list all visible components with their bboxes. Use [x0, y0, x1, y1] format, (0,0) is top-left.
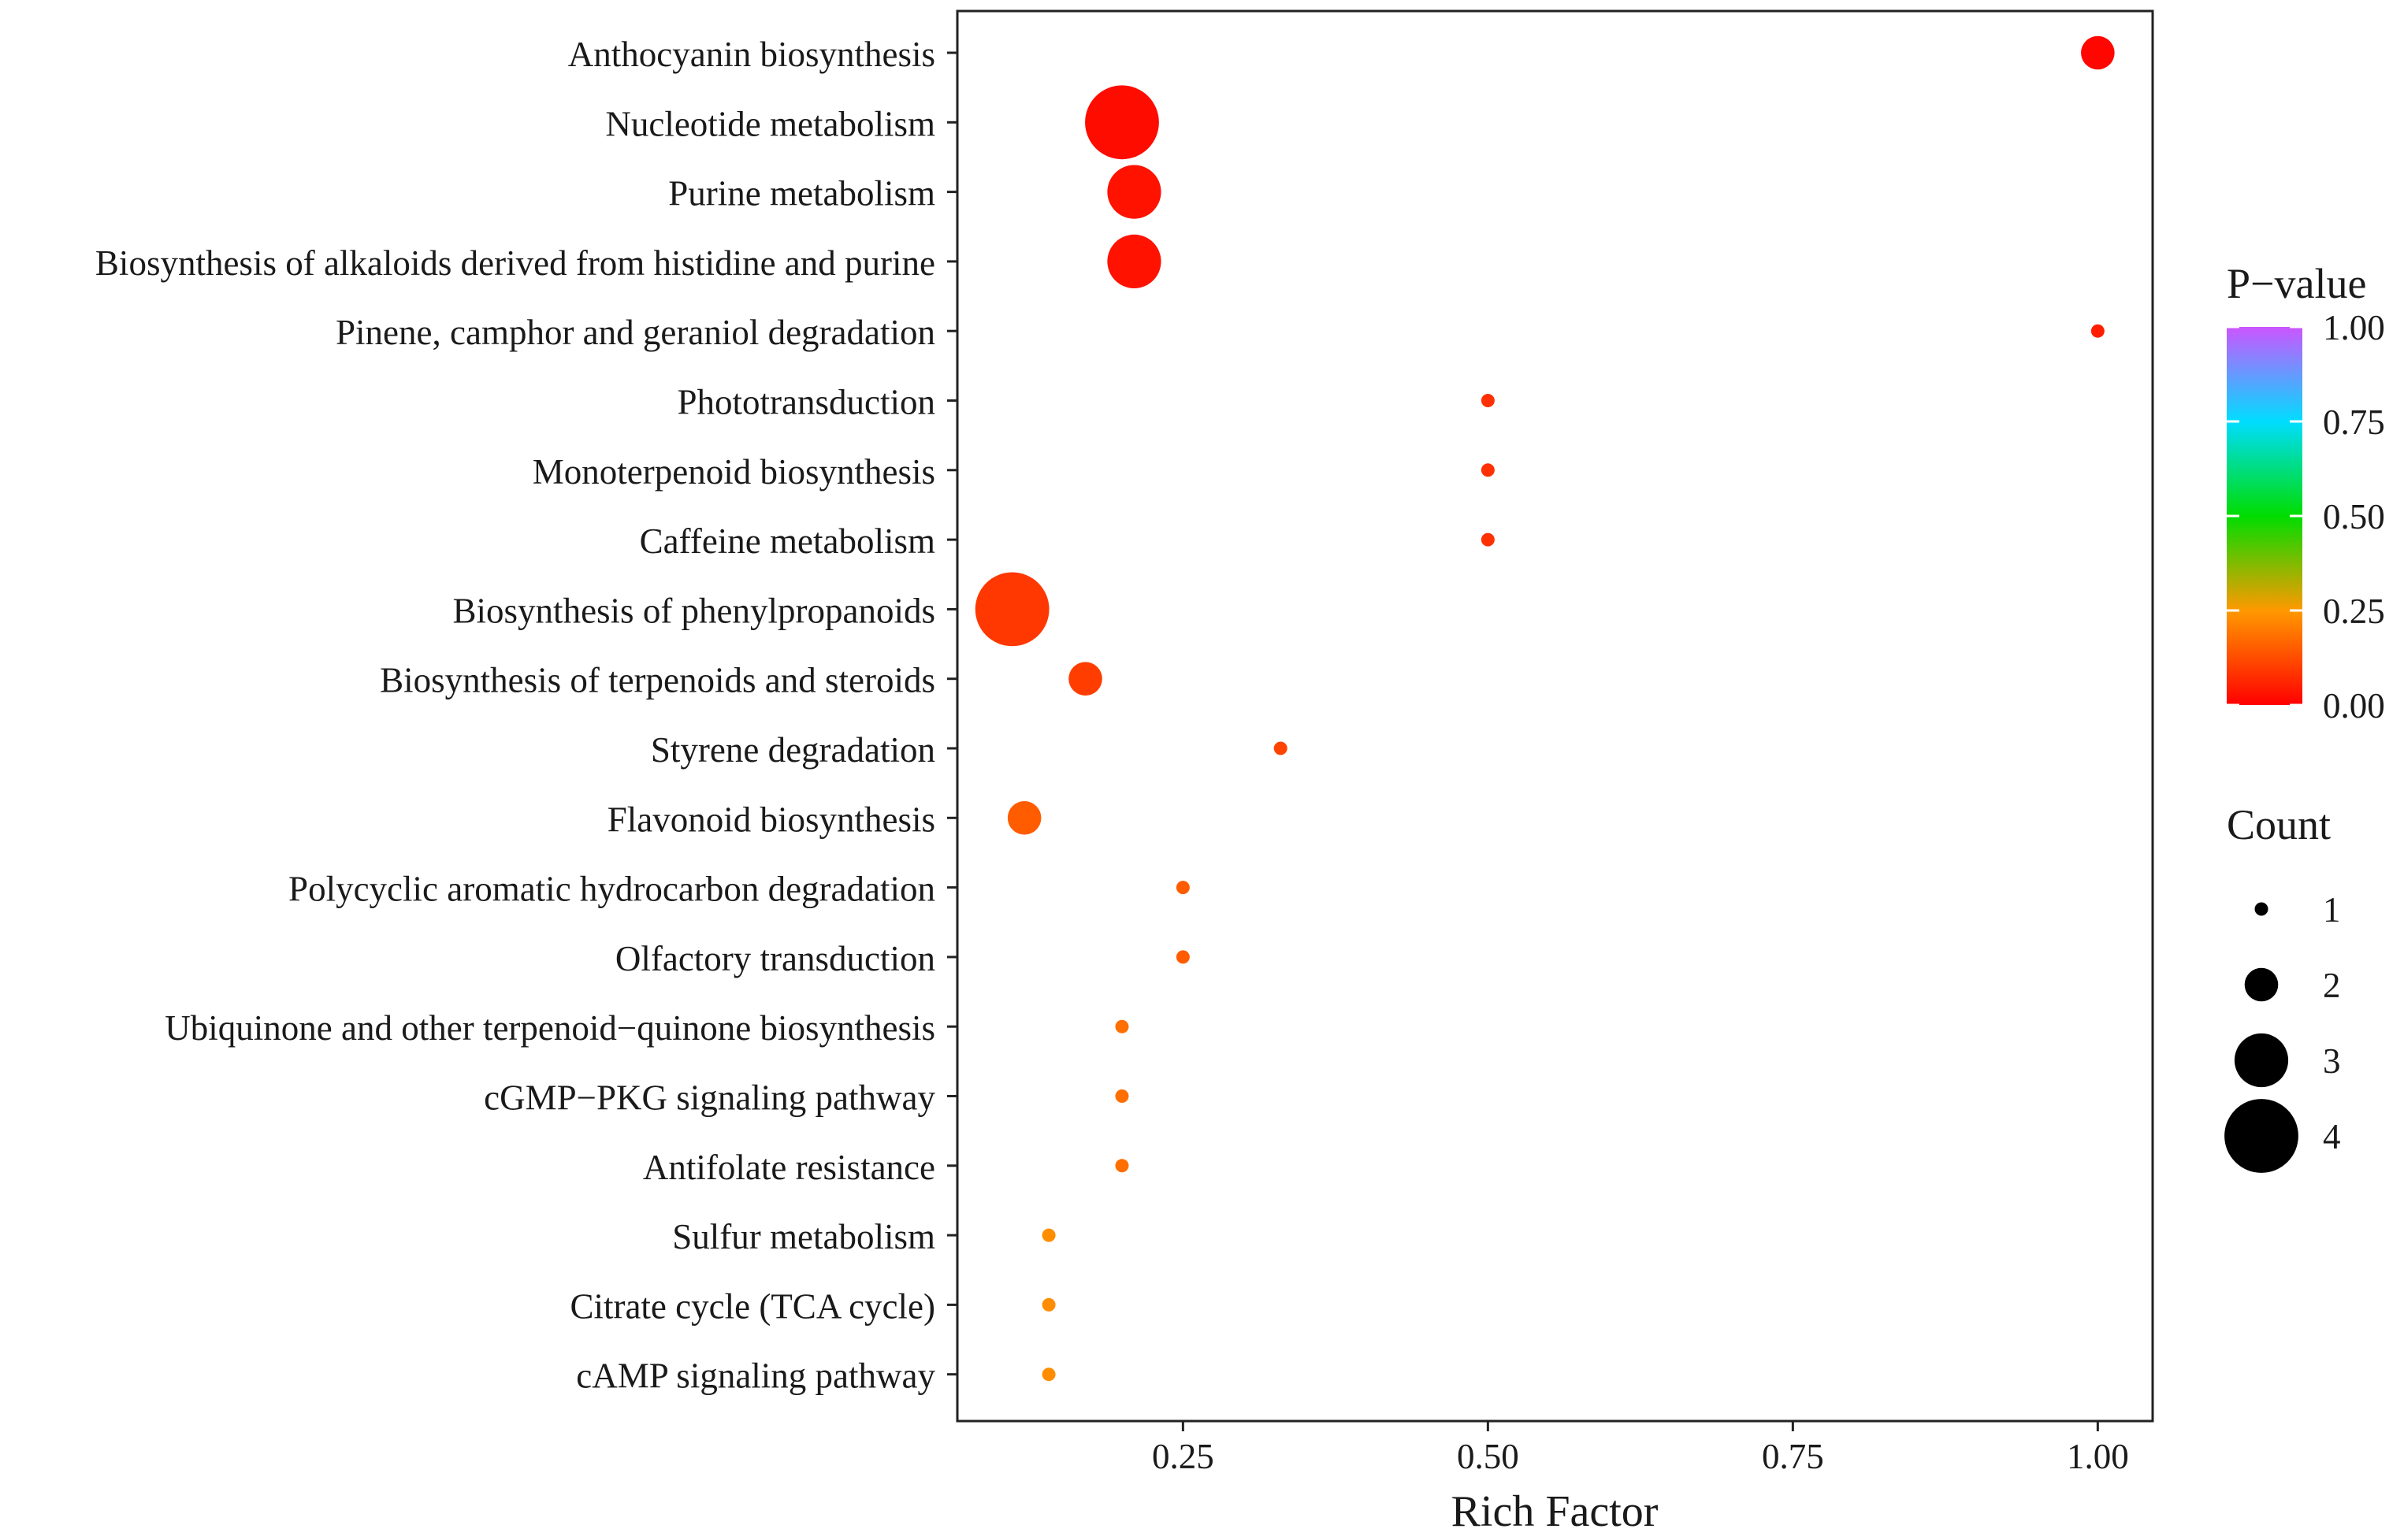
data-point	[1115, 1019, 1129, 1033]
data-point	[1481, 463, 1495, 477]
x-tick-label: 0.50	[1457, 1437, 1519, 1476]
colorbar-tick-label: 0.00	[2323, 686, 2385, 725]
y-tick-label: Anthocyanin biosynthesis	[568, 35, 935, 74]
y-tick-label: Olfactory transduction	[615, 939, 935, 978]
data-point	[1176, 950, 1190, 964]
data-point	[1042, 1228, 1056, 1242]
data-point	[1273, 741, 1287, 755]
y-tick-label: Polycyclic aromatic hydrocarbon degradat…	[288, 870, 935, 909]
x-axis-label: Rich Factor	[1451, 1487, 1659, 1536]
data-point	[2090, 324, 2105, 338]
count-legend-swatch	[2234, 1033, 2289, 1088]
p-value-legend-title: P−value	[2227, 260, 2366, 307]
data-points	[975, 35, 2115, 1382]
y-tick-label: Citrate cycle (TCA cycle)	[570, 1286, 935, 1326]
data-point	[1042, 1367, 1056, 1382]
count-legend-label: 3	[2323, 1041, 2341, 1081]
data-point	[1107, 234, 1161, 288]
count-legend-swatch	[2244, 967, 2279, 1002]
x-tick-label: 0.25	[1152, 1437, 1214, 1476]
y-tick-label: Antifolate resistance	[643, 1148, 935, 1187]
count-legend: Count 1 2 3 4	[2224, 801, 2341, 1173]
y-tick-label: Nucleotide metabolism	[605, 104, 935, 143]
y-tick-label: Monoterpenoid biosynthesis	[533, 452, 935, 492]
count-legend-swatch	[2224, 1099, 2298, 1173]
y-tick-label: Biosynthesis of alkaloids derived from h…	[95, 243, 935, 283]
colorbar-tick-label: 1.00	[2323, 308, 2385, 347]
count-legend-label: 2	[2323, 966, 2341, 1005]
count-legend-entries: 1 2 3 4	[2224, 890, 2341, 1173]
y-tick-label: Purine metabolism	[668, 174, 935, 213]
colorbar-tick-label: 0.25	[2323, 592, 2385, 631]
data-point	[975, 572, 1050, 647]
data-point	[1107, 165, 1161, 219]
x-tick-label: 1.00	[2067, 1437, 2129, 1476]
y-tick-label: Styrene degradation	[651, 730, 935, 770]
y-tick-label: Biosynthesis of terpenoids and steroids	[380, 661, 935, 700]
data-point	[1481, 533, 1495, 547]
y-axis: Anthocyanin biosynthesis Nucleotide metab…	[95, 35, 957, 1396]
data-point	[1481, 394, 1495, 407]
y-tick-label: Pinene, camphor and geraniol degradation	[336, 313, 935, 352]
data-point	[1007, 801, 1042, 835]
colorbar-tick-label: 0.75	[2323, 403, 2385, 442]
colorbar-tick-label: 0.50	[2323, 497, 2385, 536]
x-tick-label: 0.75	[1762, 1437, 1824, 1476]
x-axis: 0.25 0.50 0.75 1.00	[1152, 1421, 2129, 1476]
y-tick-label: Ubiquinone and other terpenoid−quinone b…	[165, 1008, 935, 1048]
data-point	[1068, 662, 1102, 696]
data-point	[1085, 85, 1159, 160]
data-point	[2081, 35, 2115, 70]
y-tick-label: Sulfur metabolism	[672, 1217, 935, 1256]
y-tick-label: Caffeine metabolism	[640, 521, 935, 561]
data-point	[1115, 1089, 1129, 1103]
data-point	[1042, 1297, 1056, 1312]
p-value-colorbar-ticks: 1.00 0.75 0.50 0.25 0.00	[2227, 308, 2385, 725]
count-legend-swatch	[2254, 902, 2268, 916]
count-legend-title: Count	[2227, 801, 2331, 848]
y-tick-label: cGMP−PKG signaling pathway	[484, 1078, 935, 1118]
y-tick-label: cAMP signaling pathway	[576, 1356, 935, 1396]
p-value-legend: P−value 1.00 0.75 0.50 0.25 0.00	[2227, 260, 2385, 725]
y-tick-label: Phototransduction	[678, 383, 935, 422]
plot-panel	[956, 9, 2154, 1423]
y-tick-label: Flavonoid biosynthesis	[608, 800, 935, 839]
count-legend-label: 1	[2323, 890, 2341, 930]
data-point	[1115, 1159, 1129, 1173]
count-legend-label: 4	[2323, 1117, 2341, 1156]
data-point	[1176, 881, 1190, 895]
y-tick-label: Biosynthesis of phenylpropanoids	[453, 591, 935, 630]
